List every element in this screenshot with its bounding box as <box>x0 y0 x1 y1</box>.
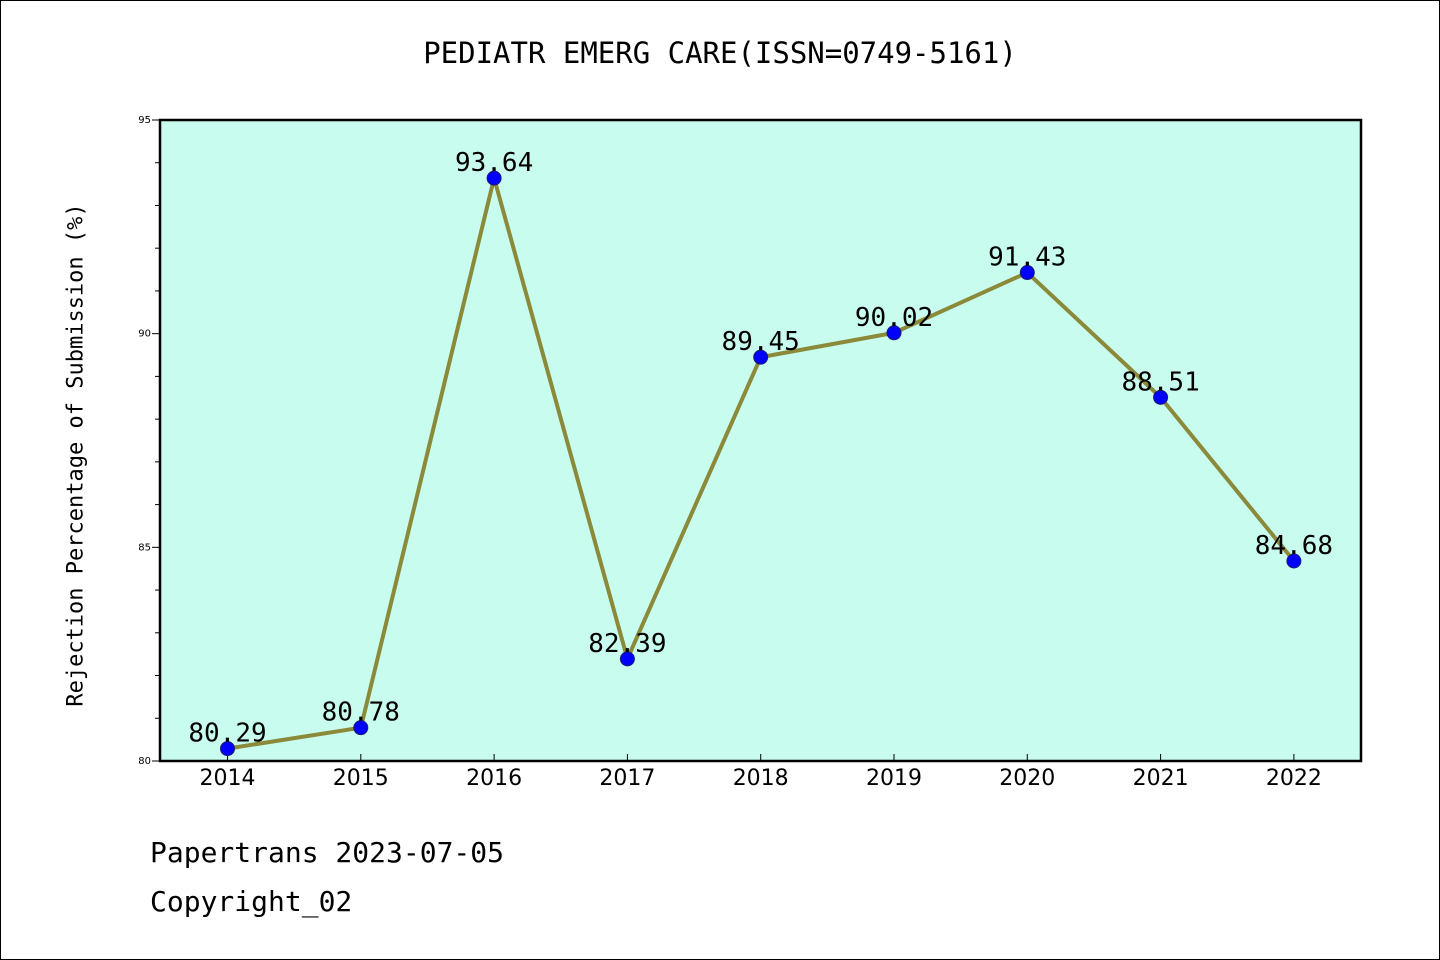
x-tick-label: 2016 <box>466 766 522 791</box>
data-point <box>220 741 235 757</box>
x-tick-label: 2022 <box>1266 766 1322 791</box>
footer-date: Papertrans 2023-07-05 <box>150 836 505 869</box>
plot-area <box>160 120 1361 761</box>
x-tick-label: 2020 <box>999 766 1055 791</box>
data-label: 88.51 <box>1121 367 1199 397</box>
data-point <box>486 170 502 186</box>
y-tick-label: 80 <box>138 756 151 767</box>
y-tick-label: 85 <box>138 542 151 553</box>
data-point <box>886 325 902 341</box>
data-point <box>1153 389 1169 405</box>
x-tick-label: 2015 <box>333 766 389 791</box>
data-label: 82.39 <box>588 629 666 659</box>
data-point <box>1019 265 1035 281</box>
chart-title: PEDIATR EMERG CARE(ISSN=0749-5161) <box>423 36 1017 70</box>
y-tick-label: 90 <box>138 329 151 340</box>
data-label: 93.64 <box>455 148 533 178</box>
data-label: 80.29 <box>188 719 266 749</box>
x-tick-label: 2019 <box>866 766 922 791</box>
data-point <box>753 349 769 365</box>
x-tick-label: 2021 <box>1133 766 1189 791</box>
plot-border <box>158 118 1363 763</box>
x-tick-label: 2017 <box>599 766 655 791</box>
data-label: 90.02 <box>855 303 933 333</box>
data-label: 84.68 <box>1255 531 1333 561</box>
footer-copyright: Copyright_02 <box>150 885 353 918</box>
data-point <box>1286 553 1302 569</box>
y-tick-label: 95 <box>138 115 151 126</box>
x-tick-label: 2014 <box>200 766 256 791</box>
data-label: 80.78 <box>322 698 400 728</box>
data-label: 89.45 <box>722 327 800 357</box>
data-point <box>353 720 369 736</box>
x-tick-label: 2018 <box>733 766 789 791</box>
data-label: 91.43 <box>988 243 1066 273</box>
data-point <box>619 651 635 667</box>
